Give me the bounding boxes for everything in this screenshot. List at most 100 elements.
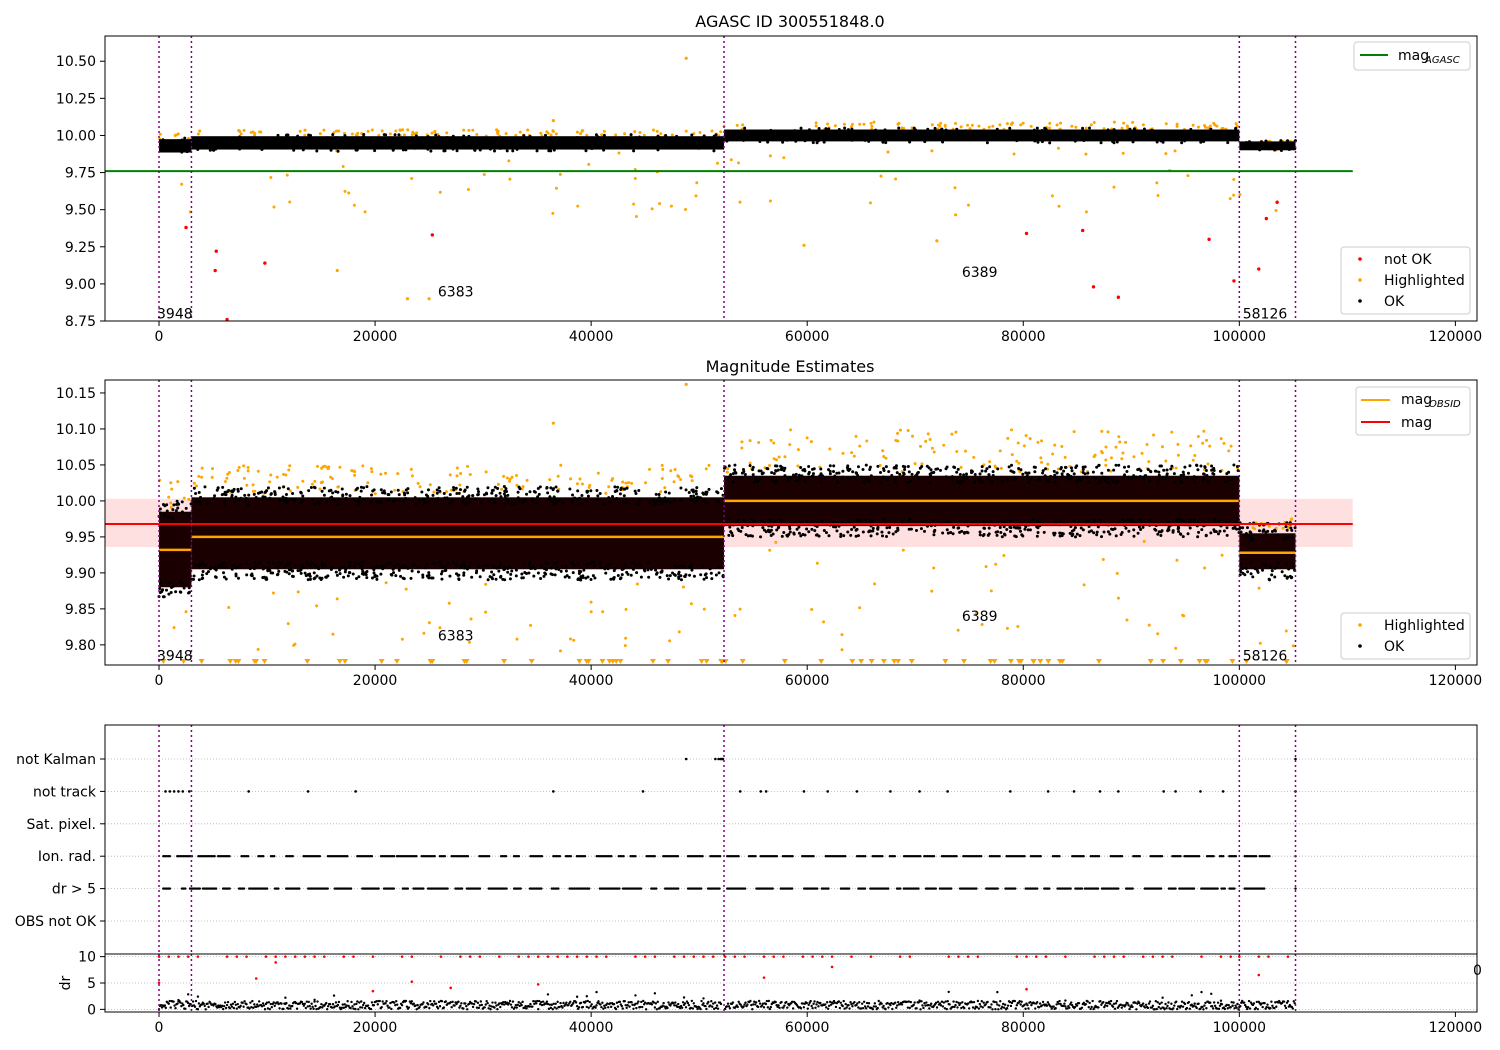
flag-point <box>812 855 815 858</box>
dr-ok-point <box>672 1001 675 1005</box>
ok-point <box>1064 465 1068 469</box>
highlighted-point <box>363 210 367 214</box>
dr-ok-point <box>614 1007 618 1011</box>
flag-point <box>392 855 396 858</box>
ok-point <box>438 560 442 564</box>
dr-ok-point <box>816 1000 819 1004</box>
flag-point <box>487 855 491 858</box>
ok-point <box>880 534 884 538</box>
ok-point <box>684 573 688 577</box>
dr-ok-point <box>350 1000 353 1004</box>
ok-point <box>559 569 563 573</box>
highlighted-point <box>430 131 434 135</box>
ok-point <box>1138 475 1142 479</box>
highlighted-point <box>471 128 475 132</box>
ok-point <box>357 562 361 566</box>
ok-point <box>854 471 858 475</box>
flag-point <box>1138 855 1142 858</box>
dr-ok-point <box>603 1004 606 1007</box>
ok-point <box>1180 480 1184 484</box>
ok-point <box>181 581 185 585</box>
ok-point <box>1003 533 1007 537</box>
ok-point <box>808 475 812 479</box>
highlighted-point <box>238 129 242 133</box>
dr-clipped-point <box>546 955 550 958</box>
dr-ok-point <box>825 1006 828 1009</box>
ok-point <box>439 563 443 567</box>
ok-point <box>1005 528 1009 532</box>
ok-point <box>511 149 515 153</box>
ok-point <box>315 149 319 153</box>
ok-point <box>373 149 377 153</box>
ok-point <box>171 508 175 512</box>
ok-point <box>379 501 383 505</box>
highlighted-point <box>496 132 500 136</box>
ok-point <box>1117 463 1121 467</box>
ok-point <box>1270 569 1274 573</box>
flag-point <box>1072 790 1076 793</box>
ok-point <box>1112 468 1116 472</box>
y-tick-label: 10.10 <box>56 422 96 438</box>
highlighted-point <box>539 131 543 135</box>
ok-point <box>871 529 875 533</box>
ok-point <box>965 530 969 534</box>
legend-subscript-obsid: OBSID <box>1429 399 1461 410</box>
ok-point <box>799 126 803 130</box>
ok-point <box>1078 130 1082 134</box>
dr-ok-point <box>513 1006 517 1009</box>
ok-point <box>655 571 659 575</box>
ok-point <box>271 137 275 141</box>
dr-ok-point <box>681 1001 685 1004</box>
highlighted-point <box>404 587 408 591</box>
ok-point <box>536 495 540 499</box>
ok-point <box>811 472 815 476</box>
dr-ok-point <box>765 999 769 1003</box>
ok-point <box>1114 463 1118 467</box>
flag-category-label: not track <box>33 784 97 800</box>
ok-point <box>178 145 182 149</box>
dr-ok-point <box>913 1001 916 1004</box>
ok-point <box>296 142 300 146</box>
ok-point <box>897 126 901 130</box>
ok-point <box>1014 477 1018 481</box>
ok-point <box>973 133 977 137</box>
dr-ok-point <box>418 1005 421 1009</box>
highlighted-point <box>633 176 637 180</box>
highlighted-point <box>1016 441 1020 445</box>
dr-ok-point <box>597 1000 600 1003</box>
ok-point <box>222 575 226 579</box>
flag-point <box>641 790 645 793</box>
highlighted-point <box>529 623 533 627</box>
highlighted-point <box>438 626 442 630</box>
highlighted-point <box>369 467 373 471</box>
ok-point <box>1039 135 1043 139</box>
dr-high-point <box>410 980 414 983</box>
clipped-low-marker <box>1147 659 1154 664</box>
dr-ok-point <box>389 1001 392 1005</box>
highlighted-point <box>192 481 196 485</box>
highlighted-point <box>879 174 883 178</box>
ok-point <box>222 500 226 504</box>
ok-point <box>1169 137 1173 141</box>
dr-ok-point <box>654 1002 658 1005</box>
ok-point <box>702 577 706 581</box>
dr-high-point <box>274 961 277 964</box>
ok-point <box>846 476 850 480</box>
highlighted-point <box>1205 438 1209 442</box>
ok-point <box>1026 476 1030 480</box>
ok-point <box>306 563 310 567</box>
ok-point <box>529 143 533 147</box>
ok-point <box>1218 529 1222 533</box>
dr-ok-point <box>802 1006 806 1009</box>
highlighted-point <box>1131 120 1135 124</box>
ok-point <box>619 486 623 490</box>
ok-point <box>1200 139 1204 143</box>
ok-point <box>616 485 620 489</box>
ok-point <box>539 138 543 142</box>
ok-point <box>620 573 624 577</box>
ok-point <box>576 497 580 501</box>
flag-point <box>1097 855 1101 858</box>
dr-ok-point <box>767 999 771 1003</box>
dr-ok-point <box>676 1005 679 1009</box>
